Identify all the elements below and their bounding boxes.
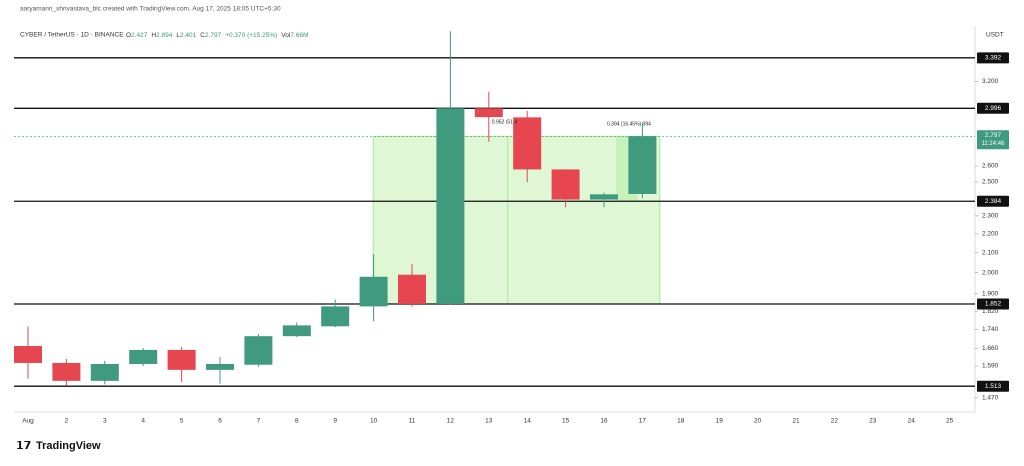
x-tick-label: 12 (447, 418, 455, 425)
candle-body (551, 169, 580, 200)
level-label-box (977, 380, 1009, 392)
x-tick-label: 11 (409, 418, 416, 425)
ohlc-label: O (126, 32, 131, 39)
x-tick-label: 15 (562, 418, 570, 425)
change: +0.370 (+15.25%) (225, 32, 277, 39)
x-tick-label: 24 (908, 418, 916, 425)
x-tick-label: 4 (141, 418, 145, 425)
ohlc-value: 2.894 (156, 32, 173, 39)
x-tick-label: 2 (65, 418, 69, 425)
candle-body (244, 336, 273, 365)
chart-title: CYBER / TetherUS · 1D · BINANCE (20, 32, 124, 39)
unit-label: USDT (986, 32, 1004, 39)
candle-body (436, 108, 465, 304)
last-price-label: 2.797 (985, 132, 1002, 139)
candle-body (321, 306, 350, 327)
ohlc-value: 2.427 (131, 32, 148, 39)
x-tick-label: 25 (946, 418, 954, 425)
ohlc-label: C (200, 32, 205, 39)
y-tick-label: 1.740 (982, 326, 999, 333)
level-label: 1.852 (985, 301, 1002, 308)
y-tick-label: 2.200 (982, 231, 999, 238)
ohlc-label: L (176, 32, 180, 39)
x-tick-label: 7 (257, 418, 261, 425)
x-tick-label: 18 (677, 418, 685, 425)
annotation: 0.952 (51.4 (492, 119, 518, 125)
x-tick-label: 9 (333, 418, 337, 425)
logo-group: 𝟭𝟳 TradingView (16, 440, 101, 452)
x-tick-label: 5 (180, 418, 184, 425)
x-tick-label: 20 (754, 418, 762, 425)
candle-body (398, 274, 426, 304)
y-tick-label: 3.200 (982, 78, 999, 85)
y-tick-label: 1.820 (982, 308, 999, 315)
x-tick-label: 6 (218, 418, 222, 425)
y-tick-label: 2.600 (982, 163, 999, 170)
candle-body (90, 363, 119, 381)
candle-body (628, 136, 657, 194)
level-label: 3.392 (985, 55, 1002, 62)
level-label-box (977, 298, 1009, 310)
y-tick-label: 2.300 (982, 213, 999, 220)
x-tick-label: 3 (103, 418, 107, 425)
x-tick-label: 16 (600, 418, 608, 425)
y-tick-label: 2.000 (982, 269, 999, 276)
level-label: 1.513 (985, 383, 1002, 390)
logo-mark: 𝟭𝟳 (16, 440, 31, 452)
y-tick-label: 1.470 (982, 395, 999, 402)
x-tick-label: 22 (831, 418, 839, 425)
candle-body (14, 346, 42, 363)
x-tick-label: 21 (792, 418, 800, 425)
candle-body (513, 117, 542, 170)
ohlc-value: 2.797 (205, 32, 222, 39)
x-tick-label: 10 (370, 418, 378, 425)
candle-body (590, 194, 618, 200)
y-tick-label: 1.660 (982, 345, 999, 352)
ohlc-header: O2.427 H2.894 L2.401 C2.797 +0.370 (+15.25%)… (126, 32, 308, 39)
y-tick-label: 2.100 (982, 250, 999, 257)
candle-body (167, 349, 196, 370)
candle-body (282, 325, 311, 337)
level-label: 2.996 (985, 105, 1002, 112)
ohlc-label: H (151, 32, 156, 39)
x-tick-label: 19 (716, 418, 724, 425)
level-label: 2.384 (985, 198, 1002, 205)
x-tick-label: 8 (295, 418, 299, 425)
x-tick-label: 17 (639, 418, 647, 425)
x-tick-label: 23 (869, 418, 877, 425)
volume: 7.66M (290, 32, 308, 39)
candle-body (52, 362, 81, 381)
logo: TradingView (36, 440, 101, 452)
last-price-box (977, 130, 1009, 150)
candle-body (129, 349, 158, 364)
candle-body (206, 363, 234, 370)
x-tick-label: Aug (22, 418, 34, 425)
level-label-box (977, 195, 1009, 207)
volume-label: Vol (281, 32, 291, 39)
x-tick-label: 14 (524, 418, 532, 425)
annotation: 0.394 (16.45%) 394 (607, 121, 651, 127)
y-tick-label: 2.500 (982, 179, 999, 186)
level-label-box (977, 102, 1009, 114)
countdown: 11:24:46 (982, 141, 1006, 147)
candle-body (474, 108, 503, 118)
y-tick-label: 1.590 (982, 363, 999, 370)
y-tick-label: 1.900 (982, 290, 999, 297)
x-tick-label: 13 (485, 418, 493, 425)
credit: aaryamann_shrivastava_blc created with T… (20, 6, 281, 13)
ohlc-value: 2.401 (180, 32, 197, 39)
candle-body (359, 276, 388, 307)
level-label-box (977, 52, 1009, 64)
